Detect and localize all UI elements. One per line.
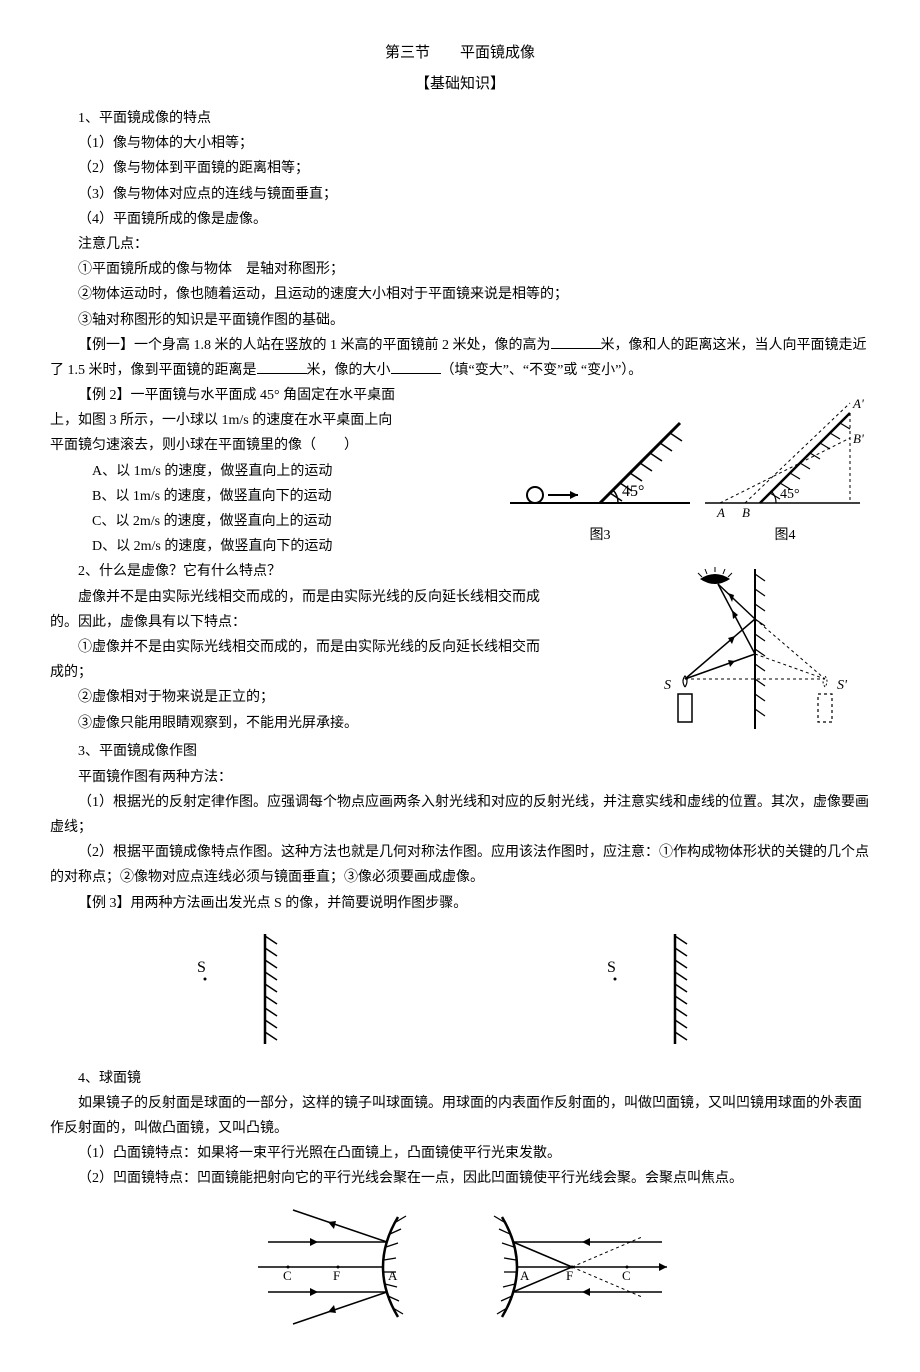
- lbl-A: A: [716, 505, 725, 520]
- lbl-A-concave: A: [520, 1268, 530, 1283]
- blank: [257, 359, 307, 374]
- ex1-tail: （填“变大”、“不变”或 “变小”）。: [441, 363, 643, 378]
- s4-figs: C F A A F C: [50, 1202, 870, 1332]
- s1-n2: ②物体运动时，像也随着运动，且运动的速度大小相对于平面镜来说是相等的；: [50, 282, 870, 307]
- s1-n3: ③轴对称图形的知识是平面镜作图的基础。: [50, 308, 870, 333]
- ex2-a: A、以 1m/s 的速度，做竖直向上的运动: [50, 459, 500, 484]
- ex1: 【例一】一个身高 1.8 米的人站在竖放的 1 米高的平面镜前 2 米处，像的高…: [50, 333, 870, 383]
- figure-3: 45°: [500, 383, 700, 523]
- s2-p1: 虚像并不是由实际光线相交而成的，而是由实际光线的反向延长线相交而成: [50, 585, 640, 610]
- figure-4: A B A' B' 45°: [700, 383, 870, 523]
- ex3-h: 【例 3】用两种方法画出发光点 S 的像，并简要说明作图步骤。: [50, 891, 870, 916]
- ex3-fig-left: S: [155, 924, 355, 1054]
- ex1-pre: 【例一】一个身高 1.8 米的人站在竖放的 1 米高的平面镜前 2 米处，像的高…: [78, 338, 551, 353]
- lbl-S-left: S: [197, 959, 206, 976]
- lbl-F-concave: F: [566, 1268, 573, 1283]
- s4-p2: （2）凹面镜特点：凹面镜能把射向它的平行光线会聚在一点，因此凹面镜使平行光线会聚…: [50, 1166, 870, 1191]
- lbl-C-concave: C: [622, 1268, 631, 1283]
- angle-45-b: 45°: [780, 487, 800, 502]
- s4-p1: （1）凸面镜特点：如果将一束平行光照在凸面镜上，凸面镜使平行光束发散。: [50, 1141, 870, 1166]
- angle-45: 45°: [622, 483, 644, 500]
- lbl-Sp: S': [837, 678, 848, 693]
- blank: [391, 359, 441, 374]
- s3-p1: （1）根据光的反射定律作图。应强调每个物点应画两条入射光线和对应的反射光线，并注…: [50, 790, 870, 840]
- blank: [551, 334, 601, 349]
- s1-p1: （1）像与物体的大小相等；: [50, 131, 870, 156]
- ex2-l1: 【例 2】一平面镜与水平面成 45° 角固定在水平桌面: [50, 383, 500, 408]
- s1-heading: 1、平面镜成像的特点: [50, 106, 870, 131]
- lbl-Bp: B': [853, 431, 864, 446]
- lbl-S: S: [664, 678, 671, 693]
- s2-h: 2、什么是虚像？它有什么特点？: [50, 559, 640, 584]
- s1-p2: （2）像与物体到平面镜的距离相等；: [50, 156, 870, 181]
- s2-p1b: 的。因此，虚像具有以下特点：: [50, 610, 640, 635]
- s4-p0: 如果镜子的反射面是球面的一部分，这样的镜子叫球面镜。用球面的内表面作反射面的，叫…: [50, 1091, 870, 1141]
- lbl-F-convex: F: [333, 1268, 340, 1283]
- lbl-C-convex: C: [283, 1268, 292, 1283]
- ex2-b: B、以 1m/s 的速度，做竖直向下的运动: [50, 484, 500, 509]
- ex2-d: D、以 2m/s 的速度，做竖直向下的运动: [50, 534, 500, 559]
- ex2-l2: 上，如图 3 所示，一小球以 1m/s 的速度在水平桌面上向: [50, 408, 500, 433]
- s1-n1: ①平面镜所成的像与物体 是轴对称图形；: [50, 257, 870, 282]
- lbl-S-right: S: [607, 959, 616, 976]
- doc-title: 第三节 平面镜成像: [50, 40, 870, 67]
- lbl-B: B: [742, 505, 750, 520]
- s3-h: 3、平面镜成像作图: [50, 739, 870, 764]
- ex3-figs: S S: [50, 924, 870, 1054]
- s1-p4: （4）平面镜所成的像是虚像。: [50, 207, 870, 232]
- s3-p2: （2）根据平面镜成像特点作图。这种方法也就是几何对称法作图。应用该法作图时，应注…: [50, 840, 870, 890]
- ex2-l3: 平面镜匀速滚去，则小球在平面镜里的像（ ）: [50, 433, 500, 458]
- s2-n3: ③虚像只能用眼睛观察到，不能用光屏承接。: [50, 711, 640, 736]
- concave-mirror: A F C: [462, 1202, 682, 1332]
- ex2-c: C、以 2m/s 的速度，做竖直向上的运动: [50, 509, 500, 534]
- fig4-label: 图4: [700, 523, 870, 548]
- s1-note-h: 注意几点：: [50, 232, 870, 257]
- convex-mirror: C F A: [238, 1202, 438, 1332]
- fig3-label: 图3: [500, 523, 700, 548]
- s2-row: 2、什么是虚像？它有什么特点？ 虚像并不是由实际光线相交而成的，而是由实际光线的…: [50, 559, 870, 739]
- s2-n1b: 成的；: [50, 660, 640, 685]
- s1-p3: （3）像与物体对应点的连线与镜面垂直；: [50, 182, 870, 207]
- s2-n2: ②虚像相对于物来说是正立的；: [50, 685, 640, 710]
- virtual-image-diagram: S S': [640, 559, 870, 739]
- s4-h: 4、球面镜: [50, 1066, 870, 1091]
- lbl-Ap: A': [852, 396, 864, 411]
- doc-subtitle: 【基础知识】: [50, 71, 870, 98]
- ex2-row: 【例 2】一平面镜与水平面成 45° 角固定在水平桌面 上，如图 3 所示，一小…: [50, 383, 870, 559]
- eye-icon: [698, 567, 732, 584]
- s2-n1: ①虚像并不是由实际光线相交而成的，而是由实际光线的反向延长线相交而: [50, 635, 640, 660]
- lbl-A-convex: A: [388, 1268, 398, 1283]
- ex3-fig-right: S: [565, 924, 765, 1054]
- ex1-mid2: 米，像的大小: [307, 363, 391, 378]
- s3-p0: 平面镜作图有两种方法：: [50, 765, 870, 790]
